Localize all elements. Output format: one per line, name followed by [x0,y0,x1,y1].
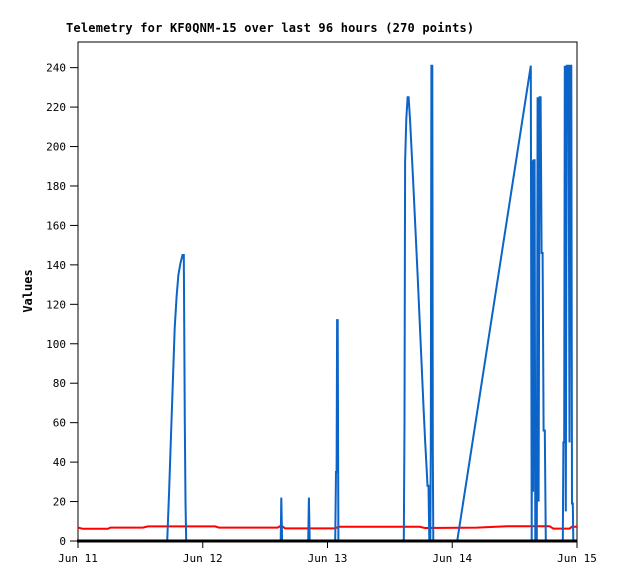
y-tick-label: 140 [46,259,66,272]
y-tick-label: 40 [53,456,66,469]
x-tick-label: Jun 13 [308,552,348,565]
y-tick-label: 240 [46,62,66,75]
x-tick-label: Jun 11 [58,552,98,565]
x-tick-label: Jun 12 [183,552,223,565]
y-tick-label: 80 [53,377,66,390]
plot-border [77,41,578,542]
series-red [77,524,577,530]
x-tick-label: Jun 15 [557,552,597,565]
y-tick-label: 20 [53,496,66,509]
y-tick-label: 180 [46,180,66,193]
x-tick-label: Jun 14 [432,552,472,565]
y-tick-label: 220 [46,101,66,114]
chart-title: Telemetry for KF0QNM-15 over last 96 hou… [66,21,475,35]
y-tick-label: 60 [53,417,66,430]
y-tick-label: 0 [59,535,66,548]
y-tick-label: 120 [46,298,66,311]
y-tick-label: 200 [46,141,66,154]
y-tick-label: 100 [46,338,66,351]
y-axis-title-text: Values [21,269,35,313]
series-blue [78,64,575,542]
y-tick-label: 160 [46,219,66,232]
